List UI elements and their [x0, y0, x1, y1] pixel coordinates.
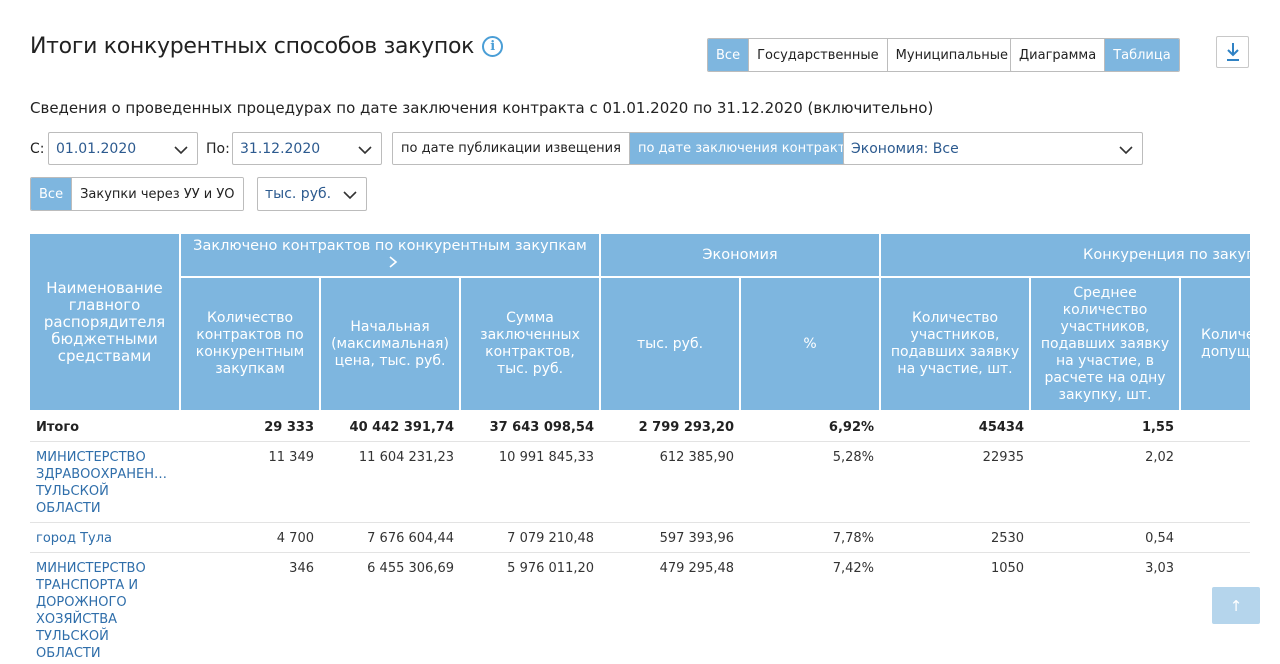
info-icon[interactable]: i: [482, 36, 504, 57]
from-date-value: 01.01.2020: [56, 140, 137, 157]
row-admitted: [1180, 522, 1250, 553]
total-admitted: [1180, 411, 1250, 442]
header-count[interactable]: Количество контрактов по конкурентным за…: [179, 276, 321, 412]
budget-filter-state[interactable]: Государственные: [749, 39, 888, 71]
to-date-value: 31.12.2020: [240, 140, 321, 157]
scope-all-button[interactable]: Все: [31, 178, 73, 210]
budget-filter: Все Государственные Муниципальные: [707, 38, 1018, 72]
view-table-button[interactable]: Таблица: [1105, 39, 1179, 71]
scope-toggle: Все Закупки через УУ и УО: [30, 177, 244, 211]
by-contract-button[interactable]: по дате заключения контракта: [629, 133, 862, 164]
row-participants: 1050: [880, 552, 1031, 664]
chevron-down-icon: [343, 191, 357, 200]
download-button[interactable]: [1216, 36, 1249, 68]
header-sum[interactable]: Сумма заключенных контрактов, тыс. руб.: [458, 276, 602, 412]
budget-filter-municipal[interactable]: Муниципальные: [887, 39, 1017, 71]
economy-value: Экономия: Все: [851, 140, 959, 157]
units-select[interactable]: тыс. руб.: [257, 177, 367, 211]
row-econ-pct: 7,42%: [740, 552, 881, 664]
row-admitted: [1180, 441, 1250, 523]
header-avg-participants[interactable]: Среднее количество участников, подавших …: [1029, 276, 1182, 412]
row-econ-rub: 612 385,90: [600, 441, 741, 523]
row-avg: 2,02: [1030, 441, 1181, 523]
economy-select[interactable]: Экономия: Все: [843, 132, 1143, 165]
budget-filter-all[interactable]: Все: [708, 39, 750, 71]
row-econ-pct: 5,28%: [740, 441, 881, 523]
header-participants[interactable]: Количество участников, подавших заявку н…: [879, 276, 1032, 412]
scroll-top-button[interactable]: ↑: [1212, 587, 1260, 624]
row-name-link[interactable]: МИНИСТЕРСТВО ТРАНСПОРТА И ДОРОЖНОГО ХОЗЯ…: [30, 552, 180, 664]
total-participants: 45434: [880, 411, 1031, 442]
view-toggle: Диаграмма Таблица: [1010, 38, 1180, 72]
from-date-select[interactable]: 01.01.2020: [48, 132, 198, 165]
table-row: город Тула 4 700 7 676 604,44 7 079 210,…: [30, 522, 1250, 553]
header-econ-pct[interactable]: %: [739, 276, 882, 412]
view-chart-button[interactable]: Диаграмма: [1011, 39, 1106, 71]
results-table-container[interactable]: Наименование главного распорядителя бюдж…: [30, 232, 1250, 664]
date-mode-toggle: по дате публикации извещения по дате зак…: [392, 132, 863, 165]
from-label: С:: [30, 141, 45, 157]
header-group-competition: Конкуренция по закупкам: [879, 232, 1250, 278]
chevron-right-icon: [389, 256, 398, 268]
header-nmck[interactable]: Начальная (максимальная) цена, тыс. руб.: [319, 276, 461, 412]
page-title-text: Итоги конкурентных способов закупок: [30, 34, 475, 59]
row-participants: 22935: [880, 441, 1031, 523]
row-avg: 3,03: [1030, 552, 1181, 664]
row-econ-pct: 7,78%: [740, 522, 881, 553]
header-admitted[interactable]: Количество участников, допущенных к торг…: [1179, 276, 1250, 412]
row-nmck: 6 455 306,69: [320, 552, 460, 664]
total-sum: 37 643 098,54: [460, 411, 601, 442]
row-sum: 5 976 011,20: [460, 552, 601, 664]
chevron-down-icon: [1119, 146, 1133, 155]
total-nmck: 40 442 391,74: [320, 411, 460, 442]
row-name-link[interactable]: город Тула: [30, 522, 180, 553]
row-avg: 0,54: [1030, 522, 1181, 553]
row-nmck: 7 676 604,44: [320, 522, 460, 553]
total-row: Итого 29 333 40 442 391,74 37 643 098,54…: [30, 411, 1250, 442]
header-group-economy: Экономия: [599, 232, 882, 278]
total-econ-pct: 6,92%: [740, 411, 881, 442]
report-subtitle: Сведения о проведенных процедурах по дат…: [30, 99, 934, 117]
total-count: 29 333: [180, 411, 320, 442]
row-count: 4 700: [180, 522, 320, 553]
header-econ-rub[interactable]: тыс. руб.: [599, 276, 742, 412]
total-avg: 1,55: [1030, 411, 1181, 442]
header-group-contracts-label: Заключено контрактов по конкурентным зак…: [193, 238, 587, 254]
total-econ-rub: 2 799 293,20: [600, 411, 741, 442]
table-row: МИНИСТЕРСТВО ТРАНСПОРТА И ДОРОЖНОГО ХОЗЯ…: [30, 552, 1250, 664]
row-participants: 2530: [880, 522, 1031, 553]
to-label: По:: [206, 141, 230, 157]
row-count: 346: [180, 552, 320, 664]
row-nmck: 11 604 231,23: [320, 441, 460, 523]
by-publication-button[interactable]: по дате публикации извещения: [393, 133, 630, 164]
page-title: Итоги конкурентных способов закупок i: [30, 34, 504, 59]
total-name: Итого: [30, 411, 180, 442]
table-row: МИНИСТЕРСТВО ЗДРАВООХРАНЕН… ТУЛЬСКОЙ ОБЛ…: [30, 441, 1250, 523]
row-econ-rub: 597 393,96: [600, 522, 741, 553]
download-icon: [1226, 43, 1239, 61]
chevron-down-icon: [358, 146, 372, 155]
units-value: тыс. руб.: [265, 186, 332, 202]
row-sum: 10 991 845,33: [460, 441, 601, 523]
row-name-link[interactable]: МИНИСТЕРСТВО ЗДРАВООХРАНЕН… ТУЛЬСКОЙ ОБЛ…: [30, 441, 180, 523]
row-sum: 7 079 210,48: [460, 522, 601, 553]
chevron-down-icon: [174, 146, 188, 155]
results-table: Наименование главного распорядителя бюдж…: [30, 232, 1250, 664]
header-group-contracts[interactable]: Заключено контрактов по конкурентным зак…: [178, 232, 602, 278]
row-econ-rub: 479 295,48: [600, 552, 741, 664]
scope-uu-button[interactable]: Закупки через УУ и УО: [72, 178, 243, 210]
header-name[interactable]: Наименование главного распорядителя бюдж…: [30, 232, 181, 412]
to-date-select[interactable]: 31.12.2020: [232, 132, 382, 165]
row-count: 11 349: [180, 441, 320, 523]
